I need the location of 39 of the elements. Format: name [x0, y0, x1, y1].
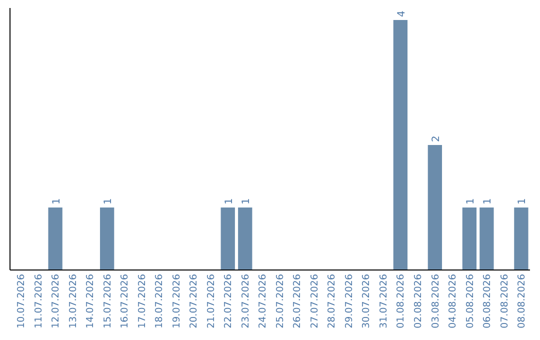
x-tick-label: 21.07.2026	[206, 274, 217, 328]
data-label: 4	[396, 10, 408, 17]
x-tick-label: 20.07.2026	[188, 274, 200, 328]
x-tick-label: 11.07.2026	[33, 274, 44, 328]
x-tick-label: 12.07.2026	[50, 274, 62, 328]
x-tick-label: 07.08.2026	[499, 274, 510, 328]
x-tick-label: 08.08.2026	[516, 274, 528, 328]
x-tick-label: 06.08.2026	[482, 274, 494, 328]
x-tick-label: 14.07.2026	[85, 274, 96, 328]
x-tick-label: 29.07.2026	[344, 274, 355, 328]
x-tick-label: 15.07.2026	[102, 274, 114, 328]
data-label: 1	[51, 198, 62, 204]
data-label: 1	[465, 198, 476, 204]
x-tick-label: 17.07.2026	[136, 274, 148, 328]
x-tick-label: 03.08.2026	[430, 274, 442, 328]
x-tick-label: 19.07.2026	[171, 274, 182, 328]
x-tick-label: 25.07.2026	[274, 274, 286, 328]
data-label: 1	[103, 198, 114, 204]
x-tick-label: 04.08.2026	[448, 274, 459, 328]
data-label: 1	[241, 198, 252, 204]
x-tick-label: 22.07.2026	[223, 274, 234, 328]
x-tick-label: 18.07.2026	[154, 274, 166, 328]
x-tick-label: 10.07.2026	[16, 274, 28, 328]
data-label: 1	[224, 198, 235, 204]
x-tick-label: 26.07.2026	[292, 274, 304, 328]
x-tick-label: 16.07.2026	[120, 274, 131, 328]
x-tick-label: 28.07.2026	[326, 274, 338, 328]
x-tick-label: 01.08.2026	[396, 274, 407, 328]
x-tick-label: 05.08.2026	[464, 274, 476, 328]
x-tick-label: 27.07.2026	[309, 274, 320, 328]
x-tick-label: 02.08.2026	[412, 274, 424, 328]
x-tick-label: 31.07.2026	[378, 274, 390, 328]
x-tick-label: 23.07.2026	[240, 274, 252, 328]
data-label: 2	[430, 136, 442, 142]
data-label: 1	[482, 198, 494, 204]
data-label: 1	[517, 198, 528, 204]
x-tick-label: 24.07.2026	[258, 274, 269, 328]
x-tick-label: 30.07.2026	[361, 274, 372, 328]
x-tick-label: 13.07.2026	[68, 274, 79, 328]
